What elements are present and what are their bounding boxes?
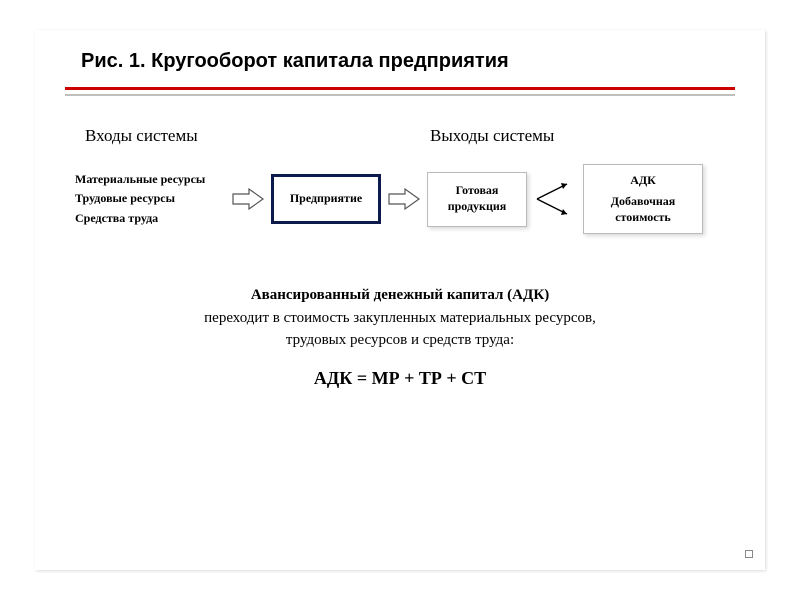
input-item: Материальные ресурсы (75, 170, 225, 189)
divider-line (65, 94, 735, 96)
desc-bold: Авансированный денежный капитал (АДК) (65, 284, 735, 307)
slide-title: Рис. 1. Кругооборот капитала предприятия (65, 50, 735, 73)
output-adk-label: АДК (630, 173, 656, 189)
output-label-1: Добавочная (611, 194, 676, 210)
enterprise-box: Предприятие (271, 174, 381, 224)
accent-line (65, 87, 735, 90)
block-arrow-shape (389, 189, 419, 209)
description-block: Авансированный денежный капитал (АДК) пе… (65, 284, 735, 352)
desc-line: трудовых ресурсов и средств труда: (65, 329, 735, 352)
product-label-1: Готовая (456, 183, 499, 199)
block-arrow-shape (233, 189, 263, 209)
outputs-heading: Выходы системы (400, 126, 715, 146)
arrow-icon (387, 187, 421, 211)
input-item: Средства труда (75, 209, 225, 228)
resize-handle-icon (745, 550, 753, 558)
output-box: АДК Добавочная стоимость (583, 164, 703, 234)
enterprise-label: Предприятие (290, 191, 362, 207)
arrow-icon (231, 187, 265, 211)
output-label-2: стоимость (615, 210, 671, 226)
product-box: Готовая продукция (427, 172, 527, 227)
inputs-list: Материальные ресурсы Трудовые ресурсы Ср… (75, 170, 225, 228)
formula-text: АДК = МР + ТР + СТ (65, 368, 735, 389)
desc-line: переходит в стоимость закупленных матери… (65, 307, 735, 330)
headings-row: Входы системы Выходы системы (65, 126, 735, 146)
product-label-2: продукция (448, 199, 507, 215)
slide-container: Рис. 1. Кругооборот капитала предприятия… (35, 30, 765, 570)
flow-diagram: Материальные ресурсы Трудовые ресурсы Ср… (65, 164, 735, 234)
split-arrow-icon (533, 174, 577, 224)
inputs-heading: Входы системы (85, 126, 400, 146)
input-item: Трудовые ресурсы (75, 189, 225, 208)
